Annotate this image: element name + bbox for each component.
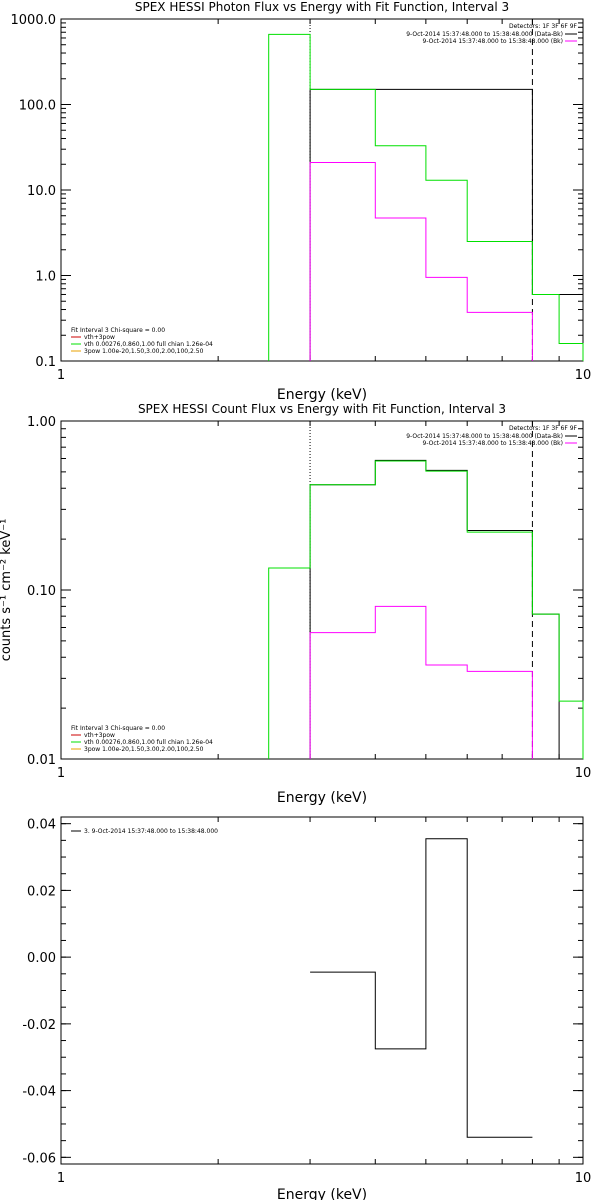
photon-flux-x-tick-label: 10 [575,368,592,383]
residuals-x-tick-label: 10 [575,1171,592,1186]
count-flux-legend-left-entry: vth 0.00276,0.860,1.00 full chian 1.26e-… [84,739,213,746]
residuals-y-tick-label: -0.02 [22,1018,56,1033]
count-flux-x-tick-label: 1 [57,766,65,781]
photon-flux-xlabel: Energy (keV) [277,387,367,403]
residuals-series-0-steps [310,838,533,1138]
photon-flux-title: SPEX HESSI Photon Flux vs Energy with Fi… [135,0,509,14]
count-flux-y-tick-label: 0.01 [27,753,56,768]
count-flux-legend-right-entry: 9-Oct-2014 15:37:48.000 to 15:38:48.000 … [406,433,563,440]
photon-flux-legend-right-entry: 9-Oct-2014 15:37:48.000 to 15:38:48.000 … [423,38,564,45]
photon-flux-legend-right-header: Detectors: 1F 3F 6F 9F [509,23,578,30]
photon-flux-legend-left-entry: vth+3pow [84,334,115,341]
residuals-y-tick-label: 0.04 [27,818,56,833]
photon-flux-legend-left-entry: 3pow 1.00e-20,1.50,3.00,2.00,100,2.50 [84,348,204,355]
count-flux-legend-right-entry: 9-Oct-2014 15:37:48.000 to 15:38:48.000 … [423,440,564,447]
photon-flux-plot-frame [60,18,584,362]
count-flux-x-tick-label: 10 [575,766,592,781]
residuals-x-tick-label: 1 [57,1171,65,1186]
count-flux-series-2-steps [309,605,533,759]
photon-flux-legend-left-entry: vth 0.00276,0.860,1.00 full chian 1.26e-… [84,341,213,348]
residuals-y-tick-label: -0.06 [22,1151,56,1166]
photon-flux-series-0-steps [309,88,584,361]
photon-flux-series-2-steps [309,162,533,361]
count-flux-y-tick-label: 1.00 [27,415,56,430]
photon-flux-y-tick-label: 1000.0 [11,13,57,28]
count-flux-plot-frame [60,420,584,760]
count-flux-series-1-steps [268,460,584,759]
photon-flux-legend-right-entry: 9-Oct-2014 15:37:48.000 to 15:38:48.000 … [406,31,563,38]
residuals-y-tick-label: 0.02 [27,884,56,899]
residuals-plot-frame [60,816,584,1165]
photon-flux-x-tick-label: 1 [57,368,65,383]
photon-flux-y-tick-label: 1.0 [35,270,56,285]
count-flux-title: SPEX HESSI Count Flux vs Energy with Fit… [138,402,506,416]
count-flux-legend-left-entry: 3pow 1.00e-20,1.50,3.00,2.00,100,2.50 [84,746,204,753]
photon-flux-y-tick-label: 10.0 [27,184,56,199]
count-flux-y-tick-label: 0.10 [27,584,56,599]
residuals-xlabel: Energy (keV) [277,1187,367,1200]
count-flux-series-0-steps [309,459,560,759]
count-flux-legend-left-entry: vth+3pow [84,732,115,739]
count-flux-xlabel: Energy (keV) [277,790,367,806]
photon-flux-series-1-steps [268,33,584,361]
residuals-y-tick-label: 0.00 [27,951,56,966]
count-flux-legend-left-header: Fit Interval 3 Chi-square = 0.00 [71,725,165,732]
photon-flux-legend-left-header: Fit Interval 3 Chi-square = 0.00 [71,327,165,334]
residuals-y-tick-label: -0.04 [22,1085,56,1100]
residuals-panel: Energy (keV) 1 10 -0.06 -0.04 -0.02 0.00 0.02 0… [22,816,592,1200]
photon-flux-y-tick-label: 100.0 [19,99,56,114]
count-flux-panel: SPEX HESSI Count Flux vs Energy with Fit… [0,402,591,806]
residuals-legend-left-entry: 3. 9-Oct-2014 15:37:48.000 to 15:38:48.0… [84,828,218,835]
count-flux-ylabel: counts s⁻¹ cm⁻² keV⁻¹ [0,519,14,662]
photon-flux-y-tick-label: 0.1 [35,355,56,370]
photon-flux-panel: SPEX HESSI Photon Flux vs Energy with Fi… [11,0,592,403]
count-flux-legend-right-header: Detectors: 1F 3F 6F 9F [509,425,578,432]
